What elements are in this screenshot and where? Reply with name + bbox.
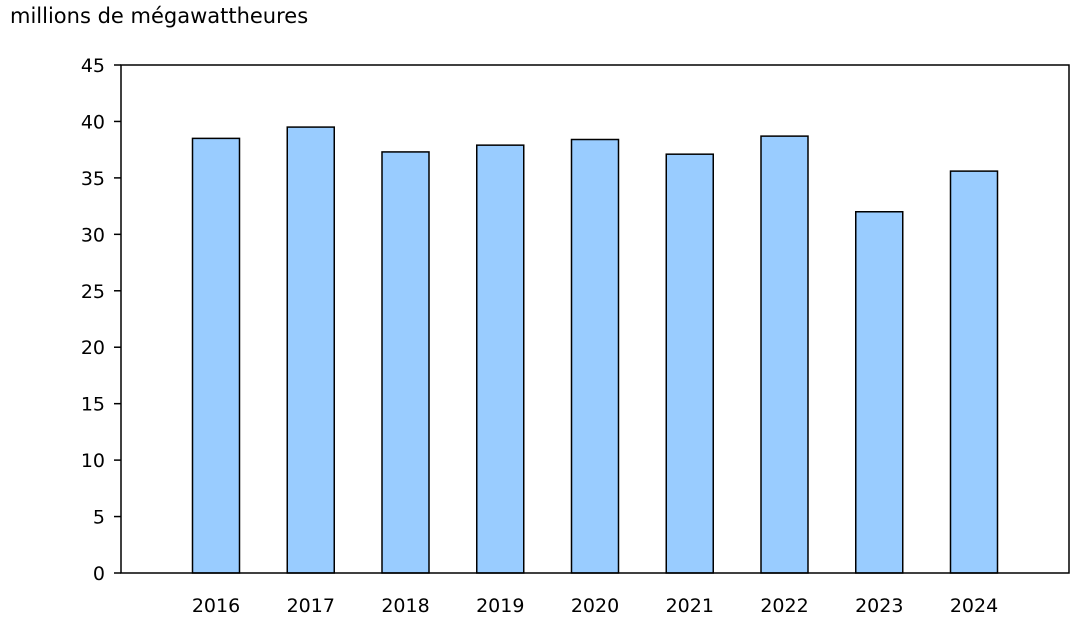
bar-2019 xyxy=(476,144,525,574)
x-tick-label: 2017 xyxy=(287,595,335,617)
y-tick-label: 30 xyxy=(81,224,105,246)
x-tick-label: 2016 xyxy=(192,595,240,617)
y-tick-label: 25 xyxy=(81,281,105,303)
x-tick-label: 2024 xyxy=(950,595,998,617)
x-tick-label: 2019 xyxy=(476,595,524,617)
x-tick-label: 2022 xyxy=(760,595,808,617)
y-tick-label: 0 xyxy=(93,563,105,585)
x-tick-label: 2023 xyxy=(855,595,903,617)
y-tick-label: 40 xyxy=(81,111,105,133)
bar-2021 xyxy=(665,153,714,574)
y-tick-label: 5 xyxy=(93,507,105,529)
x-tick-label: 2018 xyxy=(381,595,429,617)
bar-2022 xyxy=(760,135,809,574)
y-tick-label: 20 xyxy=(81,337,105,359)
bar-2016 xyxy=(191,137,241,574)
y-tick-label: 35 xyxy=(81,168,105,190)
y-axis-ticks: 0 5 10 15 20 25 30 35 40 45 xyxy=(81,55,121,585)
x-tick-label: 2020 xyxy=(571,595,619,617)
bar-2018 xyxy=(381,151,430,574)
x-axis-labels: 2016 2017 2018 2019 2020 2021 2022 2023 2024 xyxy=(192,595,998,617)
bar-series xyxy=(191,126,999,574)
x-tick-label: 2021 xyxy=(666,595,714,617)
bar-2020 xyxy=(570,138,620,574)
bar-2024 xyxy=(949,170,999,574)
y-axis-unit-label: millions de mégawattheures xyxy=(10,4,309,28)
y-tick-label: 10 xyxy=(81,450,105,472)
bar-2023 xyxy=(855,211,904,574)
y-tick-label: 45 xyxy=(81,55,105,77)
plot-frame xyxy=(120,64,1070,574)
y-tick-label: 15 xyxy=(81,394,105,416)
bar-2017 xyxy=(286,126,335,574)
